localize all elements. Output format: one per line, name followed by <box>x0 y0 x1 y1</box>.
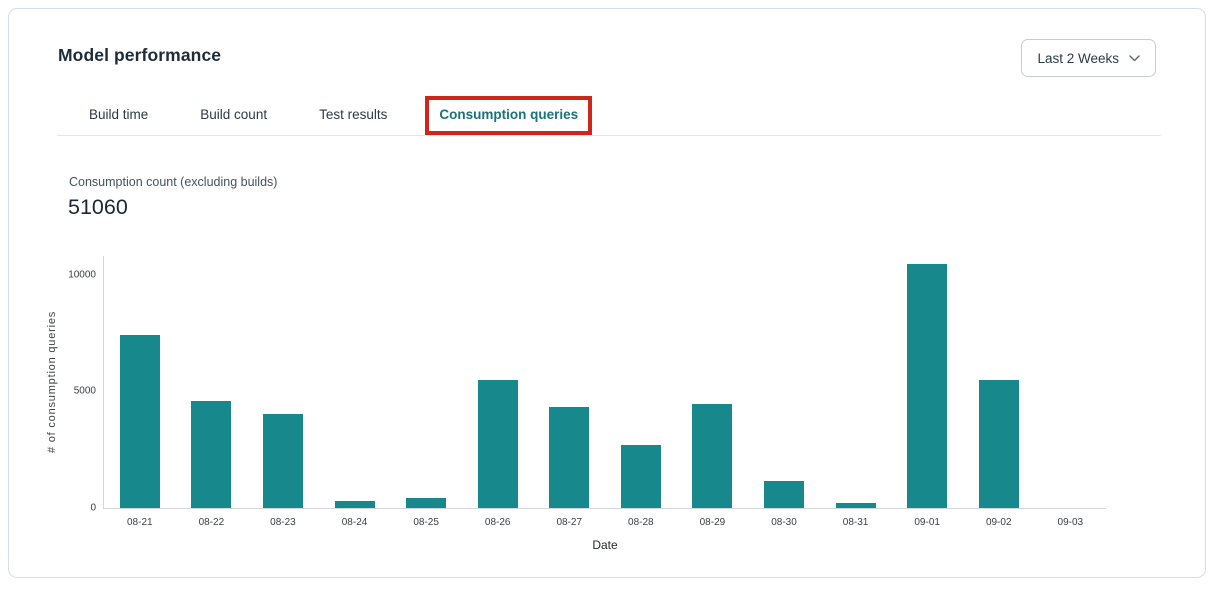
bar-chart: # of consumption queries 08-21 08-22 08-23… <box>46 256 1107 552</box>
bar-slot-08-25: 08-25 <box>390 256 462 528</box>
bar-08-29[interactable] <box>692 404 733 508</box>
bar-slot-08-31: 08-31 <box>820 256 892 528</box>
tab-bar: Build time Build count Test results Consump… <box>57 96 1161 136</box>
tab-test-results[interactable]: Test results <box>319 99 387 135</box>
bar-slot-08-28: 08-28 <box>605 256 677 528</box>
bar-09-02[interactable] <box>978 379 1019 508</box>
bar-08-21[interactable] <box>119 335 160 508</box>
bar-08-28[interactable] <box>620 445 661 508</box>
y-tick-label-5000: 5000 <box>73 385 96 397</box>
bar-08-27[interactable] <box>549 406 590 508</box>
bar-08-31[interactable] <box>835 503 876 508</box>
x-tick-label-09-02: 09-02 <box>985 517 1012 528</box>
time-range-value: Last 2 Weeks <box>1037 50 1119 66</box>
x-tick-label-08-23: 08-23 <box>270 517 296 528</box>
x-tick-label-08-28: 08-28 <box>628 517 654 528</box>
x-axis-title: Date <box>592 538 618 552</box>
metric-label: Consumption count (excluding builds) <box>69 175 278 189</box>
bar-08-26[interactable] <box>477 380 518 508</box>
x-tick-label-08-27: 08-27 <box>556 517 583 528</box>
bar-slot-08-30: 08-30 <box>748 256 820 528</box>
x-tick-label-08-22: 08-22 <box>198 517 225 528</box>
y-tick-label-0: 0 <box>90 502 96 514</box>
x-tick-label-08-31: 08-31 <box>842 517 869 528</box>
chevron-down-icon <box>1129 54 1140 62</box>
annotation-highlight-box <box>425 96 593 135</box>
x-tick-label-08-30: 08-30 <box>771 517 797 528</box>
bar-09-01[interactable] <box>907 264 948 508</box>
x-tick-label-08-26: 08-26 <box>484 517 511 528</box>
x-tick-label-08-24: 08-24 <box>341 517 368 528</box>
y-axis-title: # of consumption queries <box>46 310 58 454</box>
bar-slot-09-01: 09-01 <box>891 256 963 528</box>
bar-08-22[interactable] <box>191 400 232 508</box>
bar-08-24[interactable] <box>334 501 375 508</box>
bar-08-25[interactable] <box>406 498 447 508</box>
y-tick-label-10000: 10000 <box>68 269 96 281</box>
bar-slot-09-02: 09-02 <box>963 256 1035 528</box>
tab-consumption-queries[interactable]: Consumption queries <box>425 96 593 135</box>
x-tick-label-08-21: 08-21 <box>127 517 153 528</box>
time-range-dropdown[interactable]: Last 2 Weeks <box>1021 39 1156 77</box>
metric-value: 51060 <box>68 195 128 219</box>
bar-slot-08-26: 08-26 <box>462 256 534 528</box>
x-tick-label-08-29: 08-29 <box>699 517 726 528</box>
bars-container: 08-21 08-22 08-23 08-24 08-25 08-26 08-27 08-28… <box>104 256 1107 528</box>
bar-slot-09-03: 09-03 <box>1035 256 1107 528</box>
bar-slot-08-29: 08-29 <box>677 256 749 528</box>
bar-slot-08-21: 08-21 <box>104 256 176 528</box>
tab-build-time[interactable]: Build time <box>89 99 148 135</box>
bar-08-30[interactable] <box>763 481 804 508</box>
bar-08-23[interactable] <box>262 413 303 508</box>
bar-slot-08-22: 08-22 <box>176 256 248 528</box>
bar-slot-08-24: 08-24 <box>319 256 391 528</box>
x-tick-label-09-03: 09-03 <box>1057 517 1084 528</box>
bar-slot-08-27: 08-27 <box>533 256 605 528</box>
tab-build-count[interactable]: Build count <box>200 99 267 135</box>
bar-slot-08-23: 08-23 <box>247 256 319 528</box>
x-tick-label-08-25: 08-25 <box>413 517 439 528</box>
page-title: Model performance <box>58 45 222 65</box>
model-performance-card: Model performance Last 2 Weeks Build tim… <box>8 8 1206 578</box>
x-tick-label-09-01: 09-01 <box>914 517 940 528</box>
